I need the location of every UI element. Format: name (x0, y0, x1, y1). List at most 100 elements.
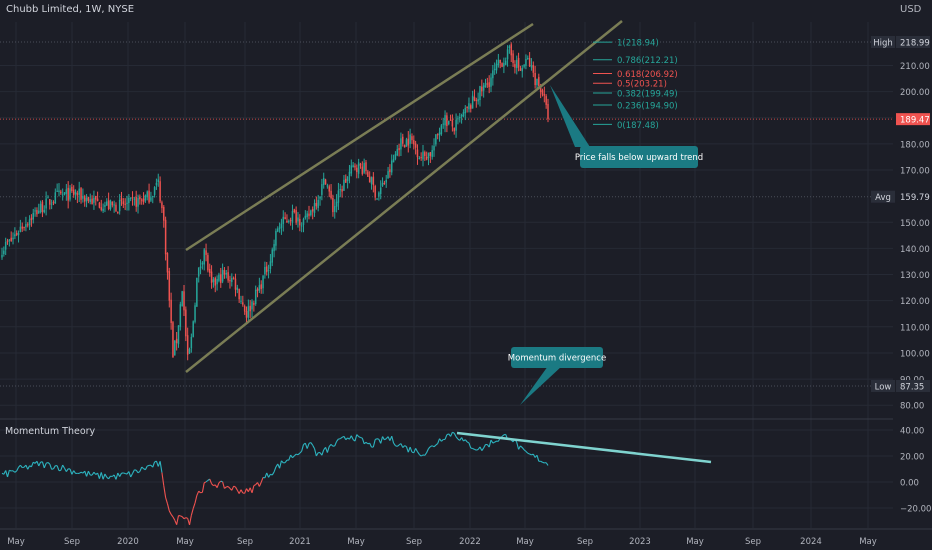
candle[interactable] (240, 295, 242, 304)
candle[interactable] (372, 172, 375, 193)
candle[interactable] (264, 261, 266, 279)
candle[interactable] (297, 211, 299, 228)
candle[interactable] (389, 164, 391, 178)
annotations[interactable]: Price falls below upward trend Momentum d… (508, 85, 703, 405)
candle[interactable] (289, 217, 292, 226)
candle[interactable] (214, 276, 217, 293)
candle[interactable] (508, 44, 511, 54)
candle[interactable] (218, 272, 220, 283)
candle[interactable] (460, 113, 463, 124)
candle[interactable] (166, 252, 169, 280)
candle[interactable] (172, 320, 174, 358)
candle[interactable] (223, 267, 226, 279)
candle[interactable] (394, 151, 397, 161)
candle[interactable] (269, 254, 272, 274)
candle[interactable] (497, 53, 500, 68)
candle[interactable] (117, 211, 119, 215)
candle[interactable] (232, 276, 235, 280)
candle[interactable] (245, 306, 248, 324)
candle[interactable] (251, 299, 253, 318)
candle[interactable] (348, 165, 351, 184)
candle[interactable] (150, 191, 152, 203)
candle[interactable] (208, 263, 211, 277)
indicator-axis[interactable]: 40.00 20.00 0.00 −20.00 (900, 427, 931, 515)
candle[interactable] (118, 194, 121, 215)
candle[interactable] (321, 178, 323, 201)
candle[interactable] (34, 207, 36, 217)
price-axis[interactable]: 210.00200.00190.00180.00170.00150.00140.… (871, 36, 930, 412)
candle[interactable] (411, 133, 413, 144)
candle[interactable] (337, 182, 340, 210)
candle[interactable] (506, 45, 509, 67)
time-axis[interactable]: May Sep 2020 May Sep 2021 May Sep 2022 May Sep 2023… (7, 537, 877, 547)
candle[interactable] (115, 202, 117, 212)
candle[interactable] (58, 183, 60, 197)
candle[interactable] (60, 189, 62, 195)
candle[interactable] (479, 85, 481, 107)
candle[interactable] (442, 117, 444, 129)
candle[interactable] (444, 110, 446, 133)
candle[interactable] (72, 185, 75, 198)
candle[interactable] (378, 191, 380, 201)
candle[interactable] (56, 183, 58, 192)
candle[interactable] (231, 273, 233, 287)
candle[interactable] (96, 191, 99, 202)
candle[interactable] (284, 212, 286, 220)
candle[interactable] (449, 114, 452, 121)
candle[interactable] (350, 159, 353, 177)
candle[interactable] (398, 143, 400, 157)
candle[interactable] (83, 194, 86, 207)
candle[interactable] (515, 55, 518, 75)
candle[interactable] (293, 208, 296, 214)
candle[interactable] (185, 306, 187, 342)
candle[interactable] (462, 109, 465, 118)
candle[interactable] (207, 252, 209, 273)
candle[interactable] (310, 209, 312, 217)
candle[interactable] (19, 219, 22, 233)
candle[interactable] (140, 198, 143, 205)
candle[interactable] (295, 206, 297, 225)
candle[interactable] (425, 151, 428, 161)
candle[interactable] (91, 195, 93, 205)
candle[interactable] (319, 196, 321, 206)
candle[interactable] (271, 247, 273, 267)
candle[interactable] (525, 54, 527, 70)
candle[interactable] (227, 266, 229, 283)
candle[interactable] (273, 239, 275, 258)
candle[interactable] (47, 195, 49, 199)
candle[interactable] (159, 176, 161, 204)
candle[interactable] (326, 183, 329, 189)
candle[interactable] (407, 131, 410, 153)
candle[interactable] (440, 123, 443, 136)
candle[interactable] (308, 205, 310, 220)
candle[interactable] (186, 327, 189, 361)
candle[interactable] (175, 332, 178, 351)
candle[interactable] (313, 199, 316, 217)
indicator-name[interactable]: Momentum Theory (5, 426, 96, 437)
candle[interactable] (392, 154, 395, 163)
candle[interactable] (288, 219, 290, 224)
candle[interactable] (61, 188, 64, 201)
candle[interactable] (142, 192, 145, 205)
candle[interactable] (95, 195, 97, 206)
candle[interactable] (155, 178, 158, 190)
candle[interactable] (174, 340, 176, 356)
candle[interactable] (536, 78, 538, 89)
candle[interactable] (52, 200, 55, 206)
candle[interactable] (405, 137, 408, 147)
candle[interactable] (82, 188, 84, 203)
candle[interactable] (451, 114, 454, 132)
candle[interactable] (374, 184, 376, 201)
candle[interactable] (379, 180, 382, 200)
candle[interactable] (475, 97, 478, 108)
candle[interactable] (519, 65, 522, 71)
price-tag-avg[interactable]: Avg 159.79 (871, 190, 930, 204)
candle[interactable] (188, 347, 191, 355)
candle[interactable] (418, 156, 421, 160)
candle[interactable] (486, 77, 489, 88)
candle[interactable] (196, 277, 198, 307)
candle[interactable] (324, 178, 327, 185)
candle[interactable] (36, 207, 38, 217)
candle[interactable] (346, 176, 349, 189)
candle[interactable] (30, 214, 33, 227)
